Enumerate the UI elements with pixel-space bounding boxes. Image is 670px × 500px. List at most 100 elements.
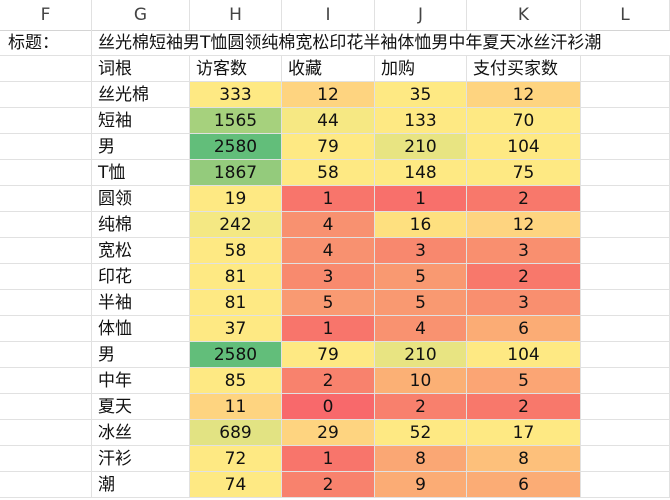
empty-cell[interactable]	[581, 394, 670, 420]
empty-cell[interactable]	[581, 264, 670, 290]
visitors-cell[interactable]: 81	[190, 264, 282, 290]
empty-cell[interactable]	[581, 420, 670, 446]
word-cell[interactable]: 半袖	[92, 290, 190, 316]
empty-cell[interactable]	[581, 56, 670, 82]
word-cell[interactable]: 宽松	[92, 238, 190, 264]
buyers-cell[interactable]: 17	[467, 420, 581, 446]
fav-cell[interactable]: 1	[282, 186, 375, 212]
cart-cell[interactable]: 133	[375, 108, 467, 134]
column-header-k[interactable]: K	[467, 0, 581, 30]
word-cell[interactable]: 纯棉	[92, 212, 190, 238]
visitors-cell[interactable]: 242	[190, 212, 282, 238]
fav-cell[interactable]: 4	[282, 212, 375, 238]
cart-cell[interactable]: 210	[375, 342, 467, 368]
column-header-g[interactable]: G	[92, 0, 190, 30]
empty-cell[interactable]	[0, 108, 92, 134]
empty-cell[interactable]	[581, 134, 670, 160]
empty-cell[interactable]	[581, 316, 670, 342]
column-header-h[interactable]: H	[190, 0, 282, 30]
visitors-cell[interactable]: 689	[190, 420, 282, 446]
buyers-cell[interactable]: 6	[467, 316, 581, 342]
visitors-cell[interactable]: 72	[190, 446, 282, 472]
fav-cell[interactable]: 58	[282, 160, 375, 186]
empty-cell[interactable]	[581, 82, 670, 108]
cart-cell[interactable]: 52	[375, 420, 467, 446]
visitors-cell[interactable]: 37	[190, 316, 282, 342]
column-header-j[interactable]: J	[375, 0, 467, 30]
cart-cell[interactable]: 2	[375, 394, 467, 420]
empty-cell[interactable]	[581, 446, 670, 472]
empty-cell[interactable]	[0, 420, 92, 446]
word-cell[interactable]: 中年	[92, 368, 190, 394]
empty-cell[interactable]	[0, 368, 92, 394]
empty-cell[interactable]	[0, 290, 92, 316]
buyers-cell[interactable]: 12	[467, 82, 581, 108]
word-cell[interactable]: 汗衫	[92, 446, 190, 472]
visitors-cell[interactable]: 1867	[190, 160, 282, 186]
fav-cell[interactable]: 79	[282, 342, 375, 368]
empty-cell[interactable]	[581, 108, 670, 134]
word-cell[interactable]: 印花	[92, 264, 190, 290]
empty-cell[interactable]	[0, 316, 92, 342]
cart-cell[interactable]: 10	[375, 368, 467, 394]
word-cell[interactable]: 夏天	[92, 394, 190, 420]
word-cell[interactable]: 丝光棉	[92, 82, 190, 108]
buyers-cell[interactable]: 12	[467, 212, 581, 238]
empty-cell[interactable]	[282, 30, 375, 56]
buyers-cell[interactable]: 8	[467, 446, 581, 472]
visitors-cell[interactable]: 81	[190, 290, 282, 316]
empty-cell[interactable]	[0, 186, 92, 212]
empty-cell[interactable]	[581, 342, 670, 368]
word-cell[interactable]: 圆领	[92, 186, 190, 212]
buyers-cell[interactable]: 75	[467, 160, 581, 186]
buyers-cell[interactable]: 2	[467, 264, 581, 290]
visitors-cell[interactable]: 74	[190, 472, 282, 498]
word-cell[interactable]: 体恤	[92, 316, 190, 342]
empty-cell[interactable]	[0, 134, 92, 160]
buyers-cell[interactable]: 104	[467, 342, 581, 368]
fav-cell[interactable]: 3	[282, 264, 375, 290]
empty-cell[interactable]	[581, 472, 670, 498]
header-cart[interactable]: 加购	[375, 56, 467, 82]
cart-cell[interactable]: 4	[375, 316, 467, 342]
header-buyers[interactable]: 支付买家数	[467, 56, 581, 82]
fav-cell[interactable]: 2	[282, 368, 375, 394]
empty-cell[interactable]	[190, 30, 282, 56]
empty-cell[interactable]	[0, 342, 92, 368]
empty-cell[interactable]	[0, 394, 92, 420]
visitors-cell[interactable]: 11	[190, 394, 282, 420]
fav-cell[interactable]: 1	[282, 316, 375, 342]
title-text-cell[interactable]: 丝光棉短袖男T恤圆领纯棉宽松印花半袖体恤男中年夏天冰丝汗衫潮	[92, 30, 601, 56]
cart-cell[interactable]: 3	[375, 238, 467, 264]
buyers-cell[interactable]: 5	[467, 368, 581, 394]
empty-cell[interactable]	[581, 160, 670, 186]
visitors-cell[interactable]: 1565	[190, 108, 282, 134]
empty-cell[interactable]	[0, 56, 92, 82]
visitors-cell[interactable]: 2580	[190, 134, 282, 160]
empty-cell[interactable]	[581, 238, 670, 264]
buyers-cell[interactable]: 3	[467, 290, 581, 316]
visitors-cell[interactable]: 19	[190, 186, 282, 212]
word-cell[interactable]: 冰丝	[92, 420, 190, 446]
buyers-cell[interactable]: 6	[467, 472, 581, 498]
column-header-f[interactable]: F	[0, 0, 92, 30]
visitors-cell[interactable]: 333	[190, 82, 282, 108]
buyers-cell[interactable]: 70	[467, 108, 581, 134]
empty-cell[interactable]	[581, 368, 670, 394]
empty-cell[interactable]	[0, 82, 92, 108]
empty-cell[interactable]	[581, 30, 670, 56]
title-label-cell[interactable]: 标题：	[0, 30, 92, 56]
empty-cell[interactable]	[0, 160, 92, 186]
word-cell[interactable]: 潮	[92, 472, 190, 498]
buyers-cell[interactable]: 2	[467, 186, 581, 212]
cart-cell[interactable]: 9	[375, 472, 467, 498]
header-visitors[interactable]: 访客数	[190, 56, 282, 82]
fav-cell[interactable]: 29	[282, 420, 375, 446]
empty-cell[interactable]	[375, 30, 467, 56]
empty-cell[interactable]	[0, 446, 92, 472]
fav-cell[interactable]: 1	[282, 446, 375, 472]
cart-cell[interactable]: 16	[375, 212, 467, 238]
visitors-cell[interactable]: 85	[190, 368, 282, 394]
buyers-cell[interactable]: 2	[467, 394, 581, 420]
